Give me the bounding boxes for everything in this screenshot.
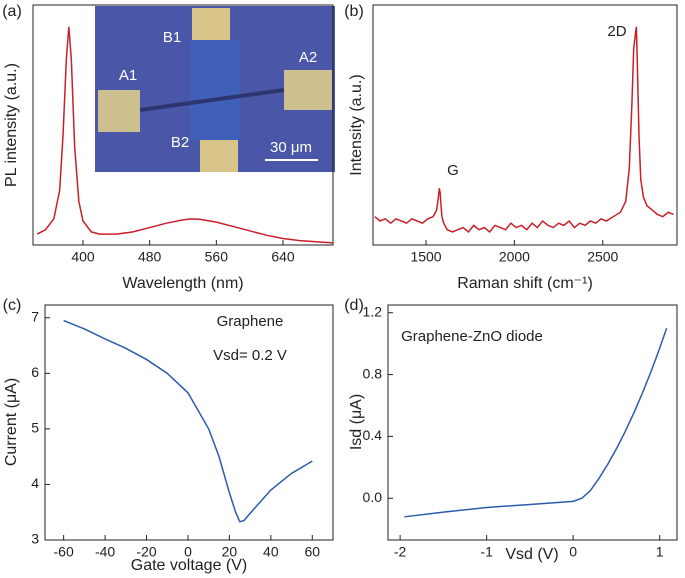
y-tick-label: 5: [31, 420, 39, 436]
graphene-flake: [190, 40, 240, 140]
x-tick-label: 2000: [499, 249, 530, 265]
x-tick-label: 560: [205, 249, 229, 265]
annotation: G: [447, 162, 459, 179]
inset-micrograph: [95, 6, 335, 172]
x-tick-label: 40: [263, 544, 279, 560]
plot-frame: [44, 304, 334, 541]
electrode-a2: [284, 70, 332, 110]
panel-label: (a): [2, 3, 22, 20]
annotation: A2: [299, 49, 317, 66]
x-tick-label: 20: [222, 544, 238, 560]
y-tick-label: 7: [31, 308, 39, 324]
y-axis-label: Intensity (a.u.): [348, 74, 365, 175]
x-tick-label: 60: [304, 544, 320, 560]
x-tick-label: -1: [480, 544, 493, 560]
x-tick-label: -2: [394, 544, 407, 560]
y-axis-label: Isd (μA): [348, 394, 365, 450]
annotation: A1: [119, 67, 137, 84]
data-line: [374, 26, 674, 233]
y-tick-label: 0.4: [363, 427, 383, 443]
data-line: [63, 319, 313, 523]
data-line: [404, 327, 668, 518]
annotation: Graphene-ZnO diode: [401, 328, 543, 345]
x-tick-label: 2500: [587, 249, 618, 265]
y-axis-label: PL intensity (a.u.): [3, 63, 20, 187]
x-tick-label: 0: [569, 544, 577, 560]
annotation: Graphene: [217, 313, 284, 330]
x-tick-label: -40: [95, 544, 115, 560]
plot-frame: [32, 4, 334, 246]
plot-frame: [372, 4, 678, 246]
y-axis-label: Current (μA): [3, 378, 20, 466]
x-tick-label: 0: [184, 544, 192, 560]
panel-label: (c): [3, 297, 22, 314]
y-tick-label: 0.8: [363, 365, 383, 381]
annotation: B1: [163, 29, 181, 46]
nanowire: [139, 88, 285, 112]
panel-label: (b): [344, 3, 364, 20]
electrode-a1: [98, 90, 140, 132]
panel-label: (d): [344, 297, 364, 314]
plot-frame: [387, 304, 678, 541]
y-tick-label: 6: [31, 364, 39, 380]
annotation: 30 μm: [270, 139, 312, 156]
x-tick-label: 480: [138, 249, 162, 265]
x-axis-label: Wavelength (nm): [122, 275, 243, 292]
y-tick-label: 1.2: [363, 303, 383, 319]
data-line: [36, 26, 334, 244]
x-tick-label: 1: [656, 544, 664, 560]
y-tick-label: 4: [31, 475, 39, 491]
x-tick-label: 1500: [410, 249, 441, 265]
annotation: 2D: [607, 23, 626, 40]
x-axis-label: Gate voltage (V): [131, 557, 248, 574]
annotation: Vsd= 0.2 V: [213, 347, 287, 364]
x-tick-label: 640: [271, 249, 295, 265]
y-tick-label: 0.0: [363, 489, 383, 505]
y-tick-label: 3: [31, 531, 39, 547]
x-axis-label: Vsd (V): [505, 546, 558, 563]
x-axis-label: Raman shift (cm⁻¹): [457, 275, 593, 292]
x-tick-label: 400: [71, 249, 95, 265]
x-tick-label: -20: [136, 544, 156, 560]
annotation: B2: [171, 134, 189, 151]
x-tick-label: -60: [54, 544, 74, 560]
